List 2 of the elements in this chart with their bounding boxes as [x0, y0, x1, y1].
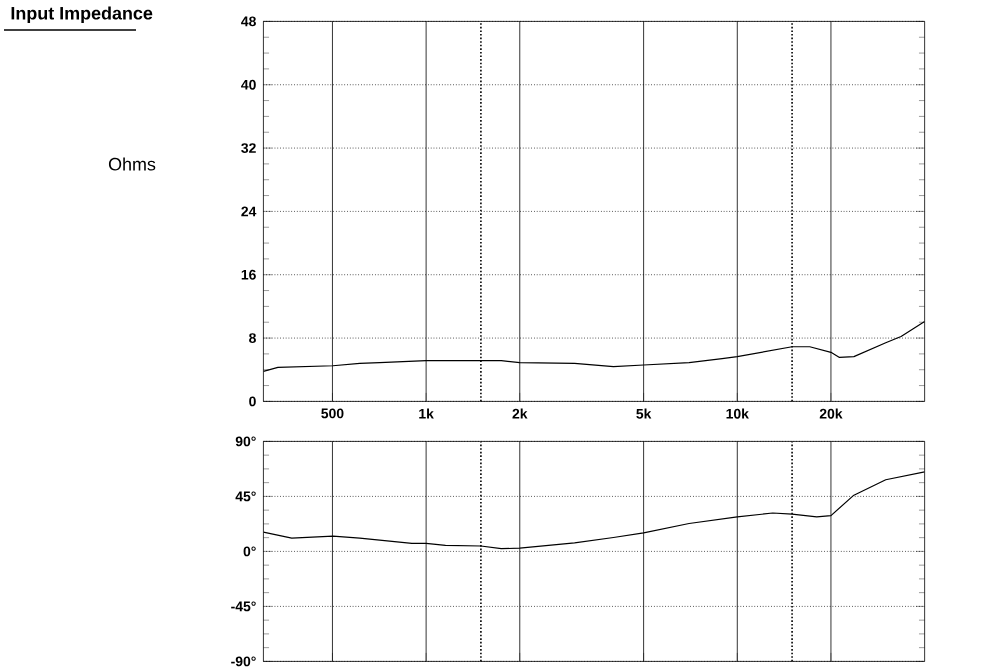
text: Input Impedance	[11, 6, 153, 24]
y-axis-title: Ohms	[108, 157, 156, 171]
